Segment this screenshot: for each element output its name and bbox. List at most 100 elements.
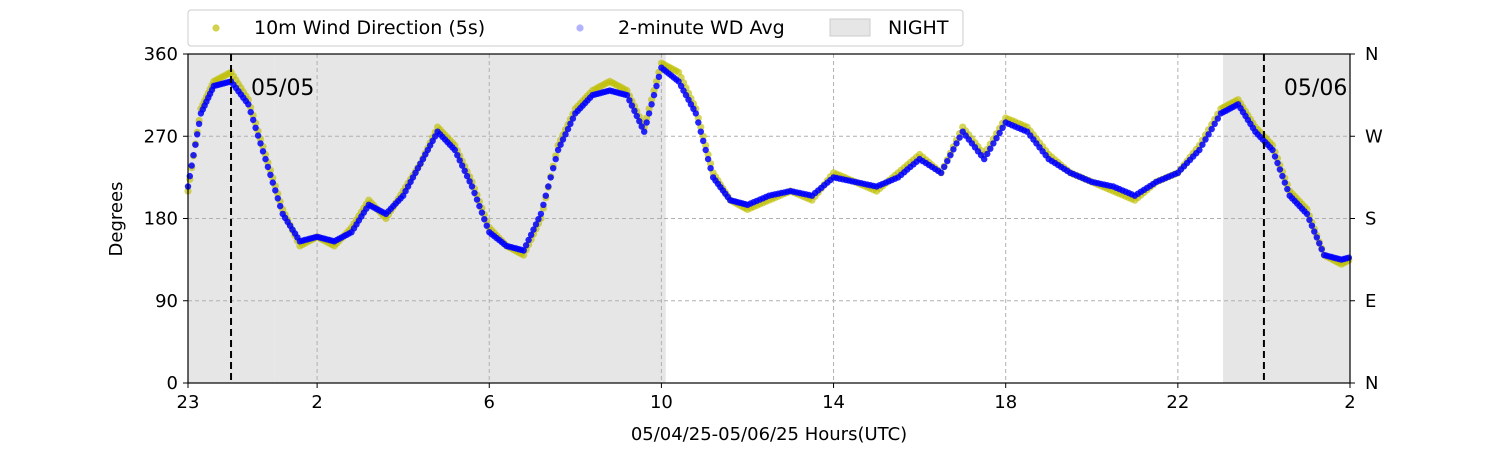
wind-direction-2min-avg-point bbox=[540, 201, 547, 208]
wind-direction-2min-avg-point bbox=[633, 112, 640, 120]
wind-direction-2min-avg-point bbox=[702, 146, 709, 154]
y-axis-ticks: 0 90 180 270 360 bbox=[144, 44, 188, 394]
wind-direction-2min-avg-point bbox=[466, 178, 473, 185]
wind-direction-2min-avg-point bbox=[262, 155, 269, 163]
wind-direction-2min-avg-point bbox=[564, 125, 572, 133]
wind-direction-2min-avg-point bbox=[478, 209, 486, 216]
wind-direction-2min-avg-point bbox=[522, 242, 530, 249]
right-axis-ticks: N E S W N bbox=[1350, 44, 1383, 394]
x-tick-label: 2 bbox=[1344, 392, 1355, 413]
wind-direction-2min-avg-point bbox=[1274, 159, 1281, 167]
wind-direction-2min-avg-point bbox=[545, 183, 552, 190]
right-tick-label: W bbox=[1365, 126, 1383, 147]
wind-direction-2min-avg-point bbox=[264, 163, 272, 171]
wind-direction-2min-avg-point bbox=[456, 157, 463, 164]
wind-direction-2min-avg-point bbox=[695, 119, 702, 126]
day-boundary-label: 05/06 bbox=[1284, 76, 1347, 101]
day-boundary-label: 05/05 bbox=[251, 76, 314, 101]
wind-direction-2min-avg-point bbox=[947, 152, 954, 159]
right-tick-label: N bbox=[1365, 44, 1378, 65]
wind-direction-2min-avg-point bbox=[250, 116, 257, 124]
y-tick-label: 180 bbox=[144, 209, 178, 230]
y-tick-label: 360 bbox=[144, 44, 178, 65]
wind-direction-2min-avg-point bbox=[277, 202, 284, 210]
wind-direction-2min-avg-point bbox=[1202, 136, 1209, 143]
wind-direction-2min-avg-point bbox=[267, 171, 274, 178]
x-tick-label: 6 bbox=[484, 392, 495, 413]
wind-direction-2min-avg-point bbox=[990, 140, 997, 147]
wind-direction-2min-avg-point bbox=[554, 146, 562, 154]
wind-direction-2min-avg-point bbox=[628, 102, 636, 109]
legend-label: 10m Wind Direction (5s) bbox=[254, 17, 485, 39]
x-tick-label: 22 bbox=[1166, 392, 1189, 413]
wind-direction-2min-avg-point bbox=[257, 140, 264, 147]
wind-direction-2min-avg-point bbox=[559, 136, 567, 143]
wind-direction-2min-avg-point bbox=[527, 231, 535, 238]
wind-direction-2min-avg-point bbox=[1308, 222, 1316, 229]
x-tick-label: 14 bbox=[822, 392, 845, 413]
wind-direction-2min-avg-point bbox=[274, 195, 281, 202]
wind-direction-2min-avg-point bbox=[192, 141, 199, 148]
wind-direction-2min-avg-point bbox=[937, 169, 945, 176]
wind-direction-2min-avg-point bbox=[190, 152, 197, 159]
x-tick-label: 18 bbox=[994, 392, 1017, 413]
wind-direction-2min-avg-point bbox=[1205, 131, 1212, 138]
wind-direction-2min-avg-point bbox=[1214, 115, 1222, 122]
x-axis-ticks: 23 2 6 10 14 18 22 2 bbox=[177, 383, 1356, 413]
wind-direction-2min-avg-point bbox=[999, 124, 1006, 131]
wind-direction-2min-avg-point bbox=[643, 119, 650, 126]
wind-direction-2min-avg-point bbox=[269, 179, 276, 186]
wind-direction-2min-avg-point bbox=[1211, 120, 1218, 128]
wind-direction-2min-avg-point bbox=[1303, 210, 1311, 218]
wind-direction-2min-avg-point bbox=[473, 196, 481, 203]
wind-direction-2min-avg-point bbox=[1311, 228, 1318, 235]
day-boundary-layer: 05/05 05/06 bbox=[230, 54, 1347, 383]
legend: 10m Wind Direction (5s) 2-minute WD Avg NI… bbox=[187, 9, 964, 47]
y-tick-label: 0 bbox=[167, 373, 178, 394]
wind-direction-2min-avg-point bbox=[623, 91, 631, 99]
wind-direction-2min-avg-point bbox=[459, 162, 466, 169]
wind-direction-2min-avg-point bbox=[956, 134, 963, 141]
wind-direction-2min-avg-point bbox=[993, 135, 1000, 142]
wind-direction-2min-avg-point bbox=[451, 146, 458, 154]
wind-direction-2min-avg-point bbox=[981, 155, 988, 163]
wind-direction-2min-avg-point bbox=[944, 157, 951, 165]
wind-direction-2min-avg-point bbox=[542, 192, 549, 199]
wind-direction-2min-avg-point bbox=[1279, 172, 1286, 180]
right-tick-label: N bbox=[1365, 373, 1378, 394]
wind-direction-2min-avg-point bbox=[636, 118, 643, 125]
plot-area: 05/05 05/06 bbox=[184, 53, 1353, 384]
right-tick-label: S bbox=[1365, 209, 1376, 230]
wind-direction-2min-avg-point bbox=[247, 108, 254, 116]
wind-direction-2min-avg-point bbox=[272, 187, 279, 194]
x-tick-label: 10 bbox=[650, 392, 673, 413]
wind-direction-2min-avg-point bbox=[1306, 216, 1313, 223]
wind-direction-2min-avg-point bbox=[707, 165, 714, 172]
wind-direction-2min-avg-point bbox=[520, 247, 527, 254]
wind-direction-2min-avg-point bbox=[650, 91, 658, 99]
wind-direction-2min-avg-point bbox=[1281, 179, 1289, 186]
wind-direction-2min-avg-point bbox=[697, 128, 704, 135]
wind-direction-2min-avg-point bbox=[953, 140, 960, 147]
wind-direction-2min-avg-point bbox=[648, 101, 655, 108]
y-tick-label: 90 bbox=[155, 291, 178, 312]
wind-direction-2min-avg-point bbox=[532, 221, 540, 228]
wind-direction-2min-avg-point bbox=[653, 82, 660, 90]
x-tick-label: 23 bbox=[177, 392, 200, 413]
wind-direction-2min-avg-point bbox=[252, 124, 259, 131]
wind-direction-2min-avg-point bbox=[638, 123, 645, 130]
wind-direction-2min-avg-point bbox=[547, 174, 554, 181]
wind-direction-2min-avg-point bbox=[1196, 146, 1203, 154]
wind-direction-2min-avg-point bbox=[259, 148, 267, 155]
wind-direction-2min-avg-point bbox=[537, 210, 545, 218]
wind-direction-2min-avg-point bbox=[1318, 246, 1325, 253]
x-tick-label: 2 bbox=[311, 392, 322, 413]
series-layer bbox=[184, 59, 1353, 268]
legend-label: 2-minute WD Avg bbox=[618, 17, 785, 39]
wind-direction-2min-avg-point bbox=[1313, 234, 1321, 241]
wind-direction-2min-avg-point bbox=[194, 131, 201, 138]
legend-wind-5s-marker bbox=[212, 24, 220, 32]
wind-direction-2min-avg-point bbox=[530, 226, 537, 233]
wind-direction-2min-avg-point bbox=[188, 162, 195, 169]
wind-direction-2min-avg-point bbox=[631, 107, 638, 115]
